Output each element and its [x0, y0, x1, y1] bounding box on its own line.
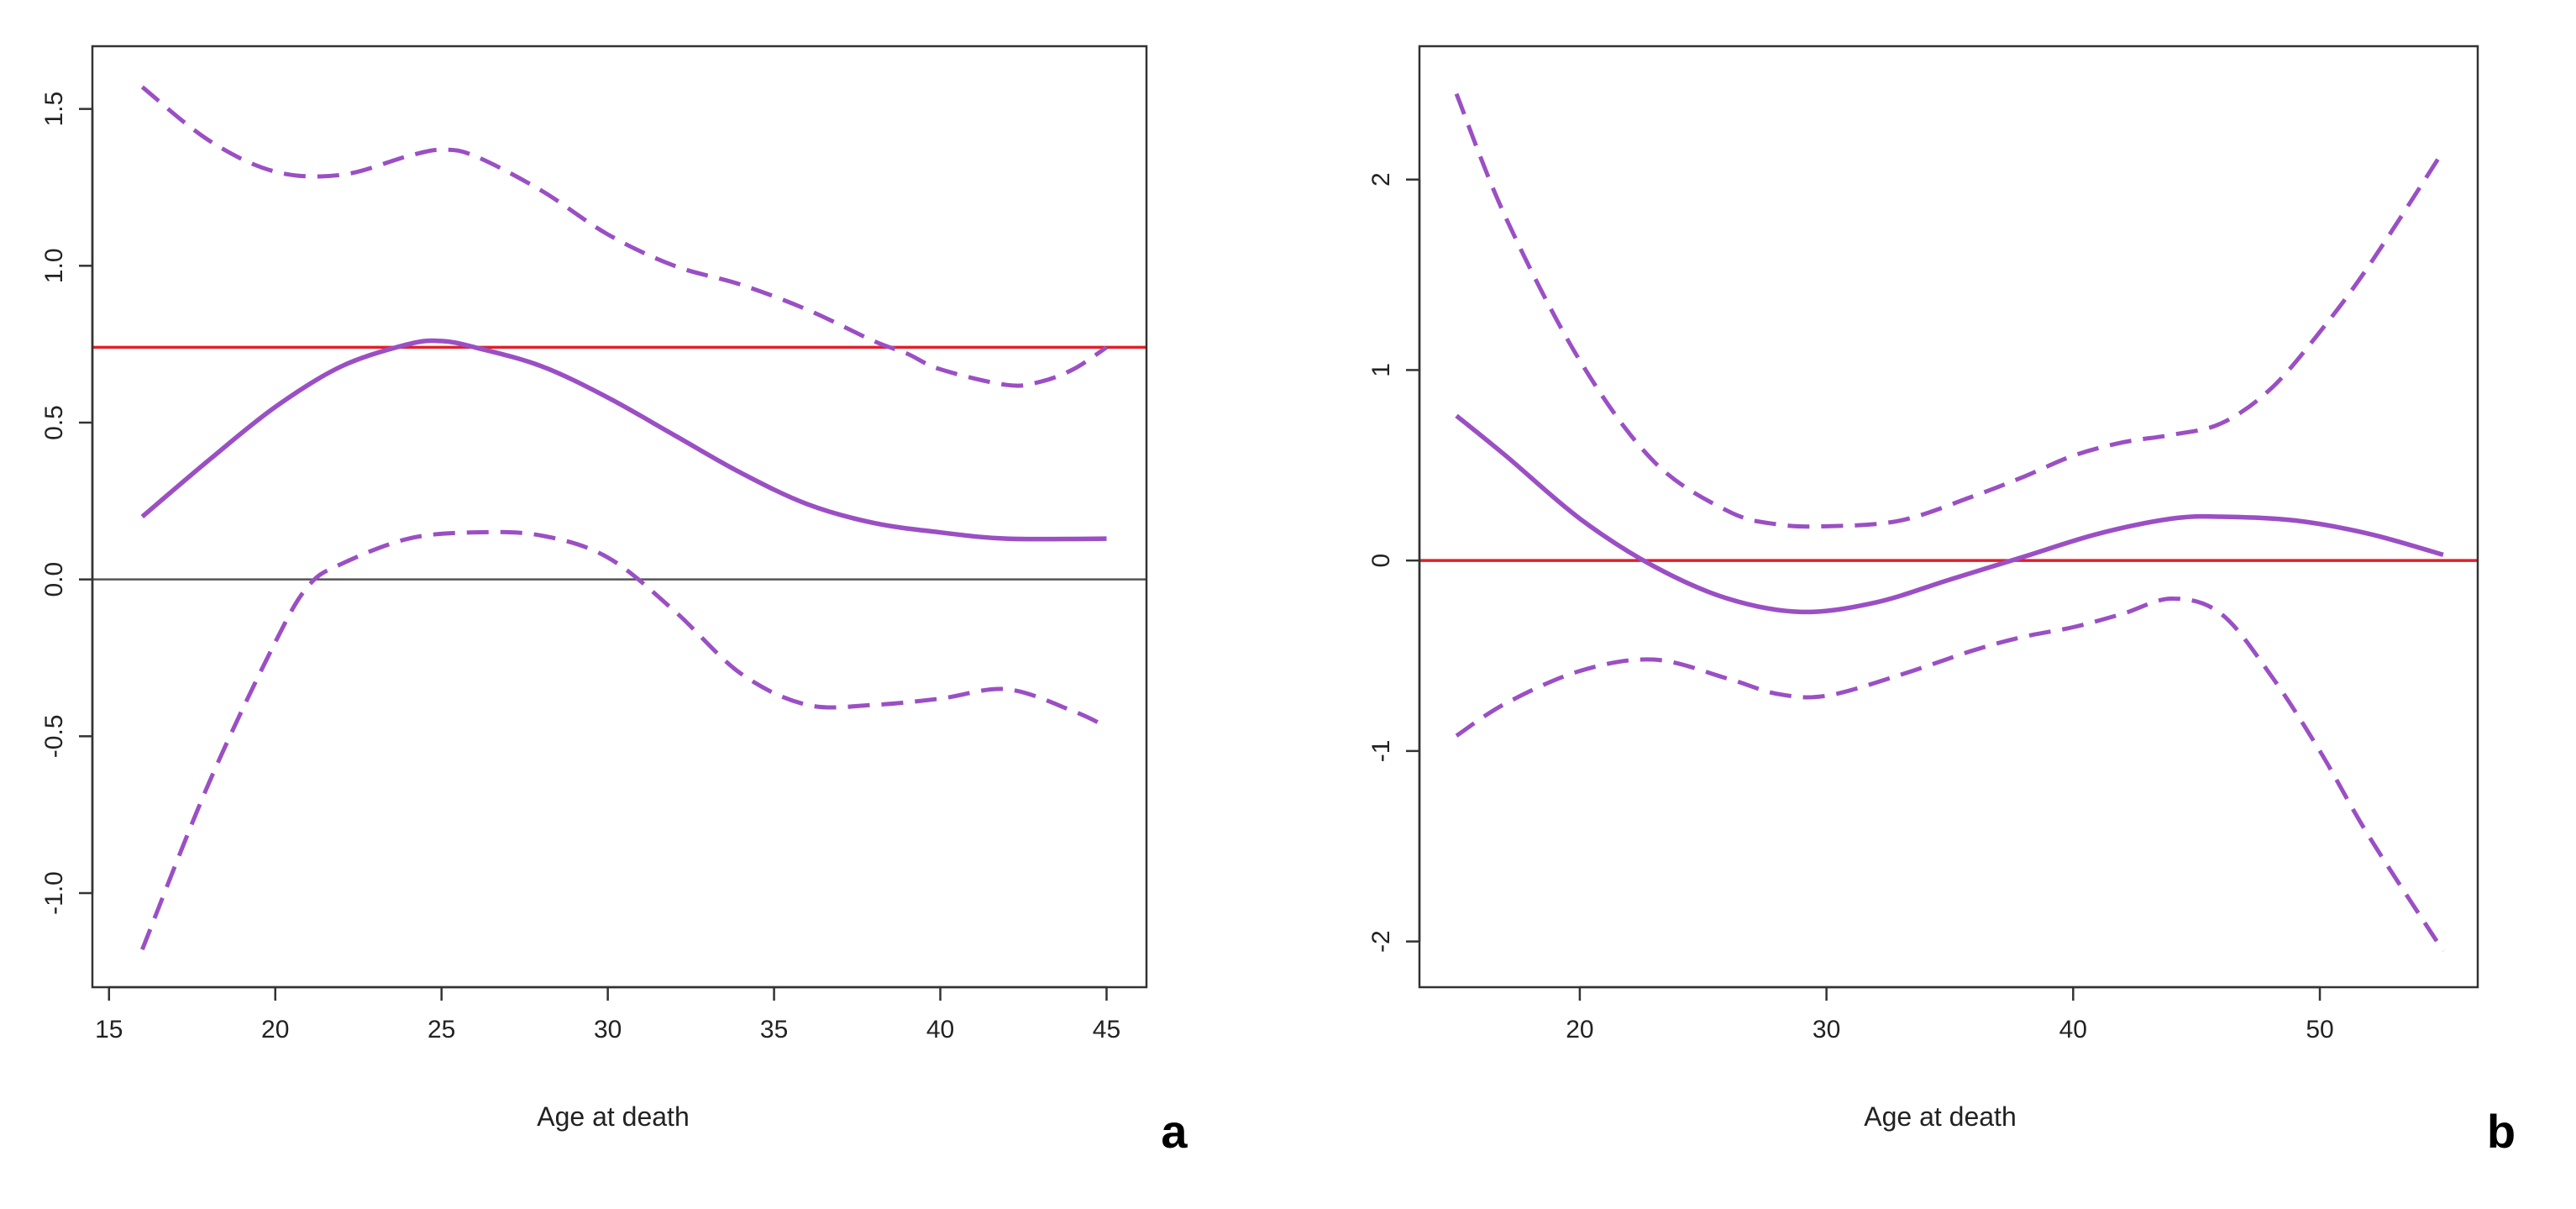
panel-a: 15 20 25 30 35 40 45 -1.0 -0.5 0.0 0.5 1.0 1.5 Age …: [40, 45, 1188, 1158]
panel-a-x-tick-label: 20: [261, 1016, 289, 1043]
panel-a-letter: a: [1161, 1105, 1188, 1158]
panel-a-y-tick-label: 0.0: [40, 562, 68, 597]
panel-b: 20 30 40 50 -2 -1 0 1 2 Age at death b: [1367, 45, 2516, 1158]
panel-b-x-tick-label: 40: [2059, 1016, 2087, 1043]
panel-b-y-tick-label: 0: [1367, 554, 1395, 568]
panel-b-x-axis-title: Age at death: [1864, 1101, 2016, 1132]
panel-b-x-tick-label: 20: [1566, 1016, 1593, 1043]
panel-b-estimate-curve: [1455, 413, 2444, 615]
panel-b-lower-95-ci-curve: [1455, 596, 2445, 953]
panel-b-upper-95-ci-curve: [1454, 92, 2445, 529]
panel-a-estimate-curve: [140, 338, 1107, 542]
panel-b-y-tick-label: -2: [1367, 930, 1395, 953]
panel-a-y-tick-label: -1.0: [40, 871, 68, 915]
panel-a-plot-lines: [92, 85, 1146, 951]
panel-a-x-tick-label: 15: [95, 1016, 123, 1043]
panel-a-x-tick-label: 40: [926, 1016, 954, 1043]
panel-a-x-tick-label: 45: [1093, 1016, 1120, 1043]
panel-b-x-tick-label: 50: [2306, 1016, 2333, 1043]
panel-b-y-axis: -2 -1 0 1 2: [1367, 172, 1421, 953]
panel-a-x-tick-label: 30: [594, 1016, 622, 1043]
panel-b-x-tick-label: 30: [1813, 1016, 1840, 1043]
panel-a-y-tick-label: 0.5: [40, 405, 68, 440]
panel-b-y-tick-label: 1: [1367, 363, 1395, 377]
panel-b-plot-lines: [1419, 92, 2478, 953]
panel-a-x-tick-label: 35: [760, 1016, 788, 1043]
panel-a-upper-95-ci-curve: [140, 85, 1108, 388]
panel-a-y-tick-label: 1.0: [40, 248, 68, 283]
panel-a-y-axis: -1.0 -0.5 0.0 0.5 1.0 1.5: [40, 92, 94, 915]
panel-a-x-axis: 15 20 25 30 35 40 45: [95, 986, 1120, 1043]
panel-a-x-tick-label: 25: [428, 1016, 455, 1043]
panel-b-y-tick-label: 2: [1367, 172, 1395, 187]
panel-a-x-axis-title: Age at death: [537, 1101, 689, 1132]
panel-a-y-tick-label: -0.5: [40, 714, 68, 758]
panel-b-letter: b: [2487, 1105, 2516, 1158]
panel-b-x-axis: 20 30 40 50: [1566, 986, 2334, 1043]
panel-a-y-tick-label: 1.5: [40, 92, 68, 127]
panel-b-y-tick-label: -1: [1367, 740, 1395, 763]
